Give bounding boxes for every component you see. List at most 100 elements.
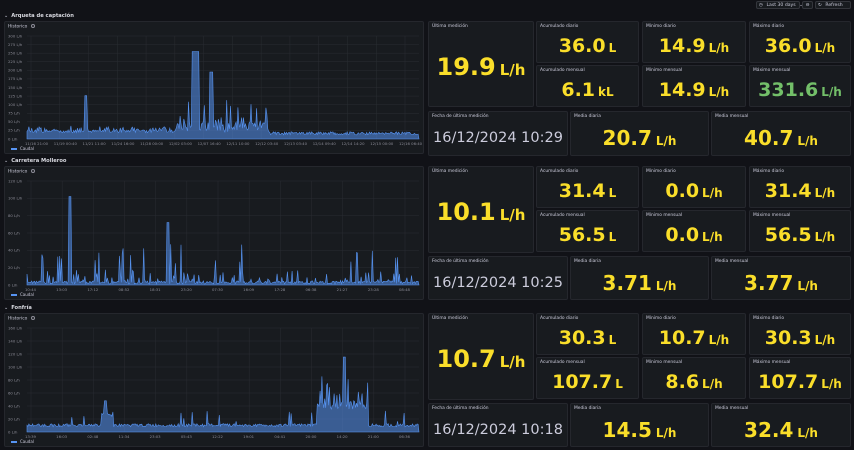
panel-title: Máximo diario	[753, 316, 785, 321]
row-title[interactable]: ⌄ Arqueta de captación	[4, 12, 74, 20]
y-tick-label: 100 L/h	[8, 102, 23, 107]
x-tick-label: 11:34	[119, 434, 131, 439]
refresh-button[interactable]: ↻ Refresh	[815, 1, 851, 9]
x-tick-label: 11/28 00:00	[140, 141, 164, 146]
info-icon[interactable]	[31, 24, 36, 28]
stat-value: 20.7 L/h	[571, 128, 708, 151]
stat-unit: L/h	[708, 333, 730, 347]
x-tick-label: 12/14 09:40	[313, 141, 337, 146]
panel-title: Fecha de última medición	[432, 259, 489, 264]
stat-unit: L/h	[814, 230, 836, 244]
panel-title: Mínimo mensual	[646, 68, 683, 73]
series-caudal[interactable]	[26, 356, 420, 433]
stat-value: 56.5 L	[537, 226, 638, 247]
stat-unit: L/h	[702, 377, 723, 391]
y-tick-label: 50 L/h	[8, 119, 20, 124]
flow-chart[interactable]: 0 L/h 20 L/h 40 L/h 60 L/h 80 L/h 100 L/h 120 …	[5, 167, 423, 299]
row-title[interactable]: ⌄ Fonfría	[4, 304, 32, 312]
panel-title: Última medición	[432, 169, 468, 174]
y-tick-label: 0 L/h	[8, 429, 18, 434]
stat-number: 30.3	[558, 327, 606, 349]
y-tick-label: 40 L/h	[8, 403, 20, 408]
stat-unit: L/h	[702, 186, 723, 200]
x-tick-label: 13:03	[56, 287, 68, 292]
legend-label: Caudal	[20, 292, 34, 297]
info-icon[interactable]	[31, 316, 36, 320]
row-title[interactable]: ⌄ Carretera Molleroo	[4, 157, 67, 165]
x-tick-label: 23:28	[368, 287, 380, 292]
y-tick-label: 120 L/h	[8, 351, 23, 356]
zoom-out-button[interactable]: ⊖	[802, 1, 813, 9]
chevron-down-icon: ⌄	[799, 2, 803, 10]
stat-value: 14.9 L/h	[643, 81, 745, 102]
panel-title: Historico	[8, 24, 36, 30]
max-daily-panel: Máximo diario 30.3 L/h	[749, 313, 851, 355]
stat-number: 14.5	[602, 418, 652, 442]
x-tick-label: 11/19 00:40	[54, 141, 78, 146]
last-measurement-panel: Última medición 10.7 L/h	[428, 313, 534, 400]
flow-chart[interactable]: 0 L/h 25 L/h 50 L/h 75 L/h 100 L/h 125 L/h 150…	[5, 22, 423, 153]
stat-number: 19.9	[436, 53, 496, 81]
y-tick-label: 275 L/h	[8, 42, 23, 47]
x-tick-label: 17:28	[274, 287, 286, 292]
panel-title-text: Historico	[8, 24, 28, 30]
panel-title: Acumulado diario	[540, 169, 579, 174]
historico-chart-panel[interactable]: Historico 0 L/h 25 L/h 50 L/h 75 L/h 100 L/h 1…	[4, 21, 424, 154]
x-tick-label: 12/16 06:40	[399, 141, 423, 146]
y-tick-label: 25 L/h	[8, 128, 20, 133]
historico-chart-panel[interactable]: Historico 0 L/h 20 L/h 40 L/h 60 L/h 80 L/h 10…	[4, 166, 424, 300]
chart-legend[interactable]: Caudal	[11, 292, 34, 297]
panel-title: Media diaria	[574, 406, 601, 411]
stat-unit: L/h	[708, 85, 730, 99]
y-tick-label: 120 L/h	[8, 178, 23, 183]
clock-icon: ◷	[759, 3, 764, 8]
stat-unit: L/h	[708, 41, 730, 55]
y-tick-label: 0 L/h	[8, 282, 18, 287]
x-tick-label: 16:09	[243, 287, 255, 292]
stat-unit: L/h	[655, 426, 677, 440]
top-toolbar: ◷ Last 30 days ⌄ ⊖ ↻ Refresh	[0, 0, 854, 10]
stat-number: 36.0	[558, 35, 606, 57]
stat-unit: L/h	[499, 61, 526, 79]
series-caudal[interactable]	[26, 51, 420, 140]
max-monthly-panel: Máximo mensual 107.7 L/h	[749, 357, 851, 399]
x-tick-label: 12:22	[212, 434, 224, 439]
info-icon[interactable]	[31, 169, 36, 173]
stat-number: 36.0	[764, 35, 812, 57]
y-tick-label: 250 L/h	[8, 50, 23, 55]
stat-value: 10.7 L/h	[429, 347, 533, 374]
stat-number: 56.5	[558, 224, 606, 246]
last-date-panel: Fecha de última medición 16/12/2024 10:25	[428, 256, 568, 300]
stat-value: 10.1 L/h	[429, 200, 533, 227]
stat-number: 331.6	[758, 79, 819, 101]
stat-number: 14.9	[658, 79, 706, 101]
x-tick-label: 06:38	[306, 287, 318, 292]
chart-legend[interactable]: Caudal	[11, 146, 34, 151]
stat-number: 14.9	[658, 35, 706, 57]
chevron-down-icon: ⌄	[4, 158, 9, 164]
time-range-picker[interactable]: ◷ Last 30 days ⌄	[756, 1, 803, 10]
x-tick-label: 07:30	[212, 287, 224, 292]
legend-swatch	[11, 148, 17, 150]
stat-value: 107.7 L/h	[750, 373, 850, 394]
stat-unit: L/h	[797, 279, 818, 293]
legend-swatch	[11, 294, 17, 296]
panel-title: Media mensual	[715, 259, 749, 264]
y-tick-label: 60 L/h	[8, 230, 20, 235]
panel-title: Media diaria	[574, 114, 601, 119]
series-caudal[interactable]	[26, 196, 420, 286]
flow-chart[interactable]: 0 L/h 20 L/h 40 L/h 60 L/h 80 L/h 100 L/h 120 …	[5, 314, 423, 446]
panel-title: Fecha de última medición	[432, 114, 489, 119]
stat-value: 19.9 L/h	[429, 55, 533, 82]
historico-chart-panel[interactable]: Historico 0 L/h 20 L/h 40 L/h 60 L/h 80 L/h 10…	[4, 313, 424, 447]
panel-title: Media diaria	[574, 259, 601, 264]
y-tick-label: 20 L/h	[8, 265, 20, 270]
chart-legend[interactable]: Caudal	[11, 439, 34, 444]
y-tick-label: 100 L/h	[8, 196, 23, 201]
refresh-icon: ↻	[818, 3, 822, 8]
panel-title: Fecha de última medición	[432, 406, 489, 411]
stat-unit: L/h	[655, 279, 677, 293]
x-tick-label: 17:12	[87, 287, 99, 292]
y-tick-label: 300 L/h	[8, 33, 23, 38]
legend-label: Caudal	[20, 439, 34, 444]
